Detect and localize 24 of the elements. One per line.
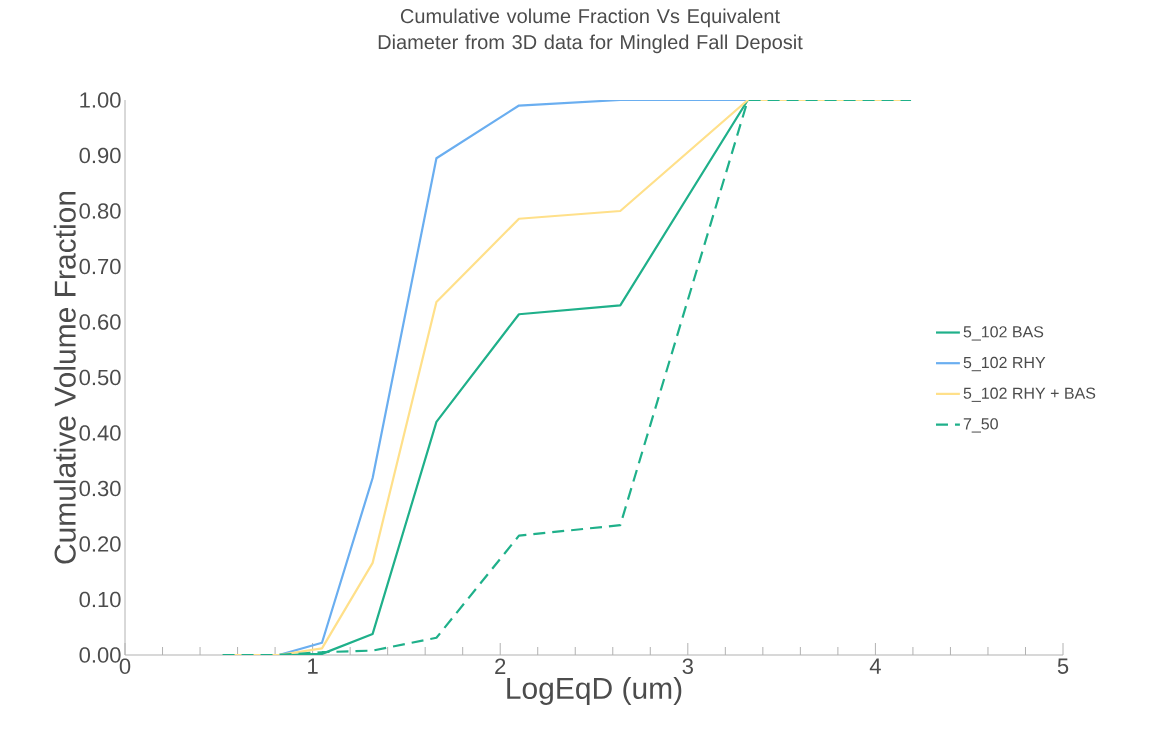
- y-tick-label: 0.20: [79, 536, 121, 552]
- x-tick-label: 3: [682, 658, 693, 675]
- y-tick-label: 0.60: [79, 314, 121, 330]
- y-tick-label: 1.00: [80, 92, 121, 108]
- x-tick-label: 4: [869, 658, 881, 674]
- legend-label: 5_102 RHY: [963, 356, 1046, 372]
- legend-label: 7_50: [963, 418, 998, 433]
- y-tick-label: 0.80: [79, 203, 121, 219]
- y-tick-label: 0.00: [79, 647, 121, 663]
- y-tick-label: 0.90: [79, 147, 121, 164]
- y-tick-label: 0.10: [79, 591, 121, 608]
- legend-label: 5_102 BAS: [963, 326, 1044, 341]
- x-tick-label: 2: [495, 658, 506, 674]
- legend-label: 5_102 RHY + BAS: [963, 387, 1096, 402]
- x-axis-title: LogEqD (um): [507, 676, 682, 705]
- x-tick-label: 1: [308, 658, 318, 674]
- chart-title: Cumulative volume Fraction Vs Equivalent Diameter from 3D data for Mingled Fall Deposit: [378, 8, 803, 54]
- y-tick-label: 0.30: [79, 480, 121, 497]
- y-tick-label: 0.40: [79, 425, 121, 441]
- y-tick-label: 0.50: [79, 369, 121, 386]
- y-tick-label: 0.70: [79, 258, 121, 275]
- x-tick-label: 0: [119, 658, 131, 675]
- x-tick-label: 5: [1057, 658, 1069, 674]
- y-axis-title: Cumulative Volume Fraction: [53, 191, 76, 564]
